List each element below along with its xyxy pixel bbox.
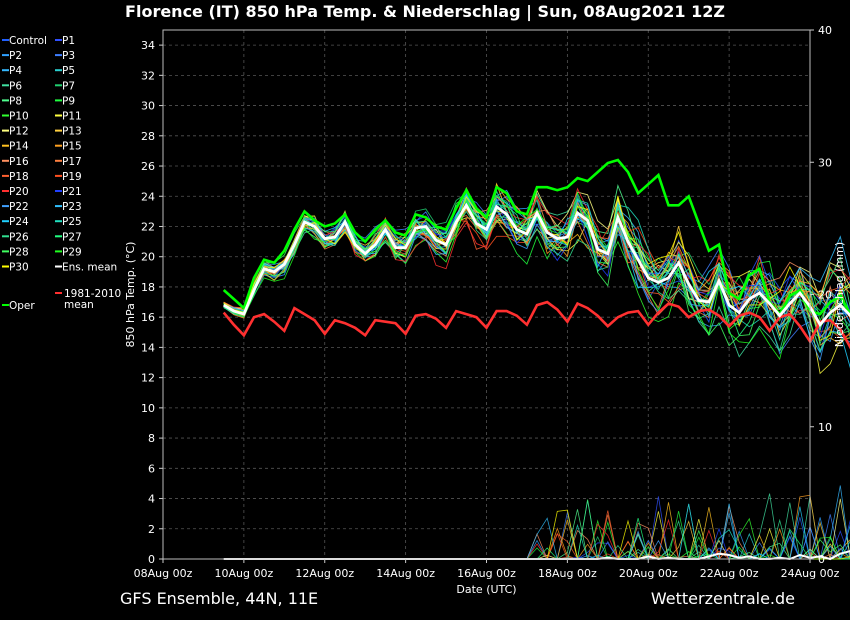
x-tick-label: 20Aug 00z xyxy=(619,567,678,580)
precip-series xyxy=(223,485,850,561)
legend-label: P16 xyxy=(9,156,29,168)
legend-label: P13 xyxy=(62,126,82,138)
legend-label: P7 xyxy=(62,80,75,92)
y2-tick-label: 30 xyxy=(818,156,832,169)
x-tick-label: 16Aug 00z xyxy=(457,567,516,580)
y-tick-label: 22 xyxy=(141,220,155,233)
legend-label: P6 xyxy=(9,80,22,92)
member-precip-line xyxy=(223,519,850,560)
legend-label: P8 xyxy=(9,95,22,107)
legend-label: Control xyxy=(9,35,47,47)
x-axis-label: Date (UTC) xyxy=(456,583,516,596)
legend-label: P4 xyxy=(9,65,22,77)
legend-label: P26 xyxy=(9,231,29,243)
member-temp-line xyxy=(223,195,850,342)
legend-label: P25 xyxy=(62,216,82,228)
legend-label: P5 xyxy=(62,65,75,77)
x-tick-label: 08Aug 00z xyxy=(134,567,193,580)
legend-label: P28 xyxy=(9,246,29,258)
y-tick-label: 0 xyxy=(148,553,155,566)
member-precip-line xyxy=(223,514,850,560)
x-tick-label: 24Aug 00z xyxy=(781,567,840,580)
member-precip-line xyxy=(223,518,850,560)
legend-label: P17 xyxy=(62,156,82,168)
site-label: Wetterzentrale.de xyxy=(650,589,795,608)
y2-tick-label: 10 xyxy=(818,421,832,434)
member-precip-line xyxy=(223,517,850,560)
axes: 0246810121416182022242628303234010203040… xyxy=(124,24,846,596)
x-tick-label: 10Aug 00z xyxy=(215,567,274,580)
y-tick-label: 28 xyxy=(141,130,155,143)
x-tick-label: 18Aug 00z xyxy=(538,567,597,580)
legend-label: P30 xyxy=(9,262,29,274)
y2-tick-label: 0 xyxy=(818,553,825,566)
legend-label-oper: Oper xyxy=(9,300,35,312)
legend-label: P18 xyxy=(9,171,29,183)
legend-label: P21 xyxy=(62,186,82,198)
member-precip-line xyxy=(223,517,850,560)
member-temp-line xyxy=(223,200,850,318)
legend-label: P23 xyxy=(62,201,82,213)
y2-tick-label: 20 xyxy=(818,289,832,302)
y2-axis-label: Niederschlag (mm) xyxy=(833,242,846,347)
legend-label: P2 xyxy=(9,50,22,62)
y-tick-label: 34 xyxy=(141,39,155,52)
main-series xyxy=(222,158,850,350)
legend-label: P1 xyxy=(62,35,75,47)
legend-label: P24 xyxy=(9,216,29,228)
y-tick-label: 10 xyxy=(141,402,155,415)
y-tick-label: 18 xyxy=(141,281,155,294)
member-precip-line xyxy=(223,493,850,560)
y2-tick-label: 40 xyxy=(818,24,832,37)
legend-label: P10 xyxy=(9,111,29,123)
y-tick-label: 14 xyxy=(141,341,155,354)
y-tick-label: 24 xyxy=(141,190,155,203)
legend-label: P14 xyxy=(9,141,29,153)
member-precip-line xyxy=(223,518,850,560)
legend-label: P9 xyxy=(62,95,75,107)
legend-label: P22 xyxy=(9,201,29,213)
legend-label: P15 xyxy=(62,141,82,153)
legend-label-clim-2: mean xyxy=(64,299,94,311)
legend-label: P20 xyxy=(9,186,29,198)
x-tick-label: 14Aug 00z xyxy=(376,567,435,580)
y-tick-label: 8 xyxy=(148,432,155,445)
y-tick-label: 2 xyxy=(148,523,155,536)
oper-line xyxy=(222,158,850,317)
member-precip-line xyxy=(223,517,850,560)
legend: Control P1 P2 P3 P4 P5 P6 P7 P8 P9 P10 P11 P12 P13 P14… xyxy=(2,35,121,312)
legend-label: P11 xyxy=(62,111,82,123)
y-tick-label: 4 xyxy=(148,493,155,506)
legend-label: P29 xyxy=(62,246,82,258)
y-tick-label: 30 xyxy=(141,100,155,113)
x-tick-label: 22Aug 00z xyxy=(700,567,759,580)
legend-label: P27 xyxy=(62,231,82,243)
legend-label: P19 xyxy=(62,171,82,183)
ens-mean-line xyxy=(222,202,850,328)
y-tick-label: 12 xyxy=(141,372,155,385)
y-axis-label: 850 hPa Temp. (°C) xyxy=(124,242,137,348)
y-tick-label: 26 xyxy=(141,160,155,173)
legend-label: P3 xyxy=(62,50,75,62)
member-precip-line xyxy=(223,494,850,560)
chart-title: Florence (IT) 850 hPa Temp. & Niederschl… xyxy=(125,2,725,21)
y-tick-label: 32 xyxy=(141,69,155,82)
model-label: GFS Ensemble, 44N, 11E xyxy=(120,589,319,608)
climate-mean-line xyxy=(222,300,850,350)
y-tick-label: 20 xyxy=(141,251,155,264)
legend-label: P12 xyxy=(9,126,29,138)
legend-label-clim: 1981-2010 xyxy=(64,288,121,300)
y-tick-label: 16 xyxy=(141,311,155,324)
legend-label: Ens. mean xyxy=(62,262,117,274)
x-tick-label: 12Aug 00z xyxy=(295,567,354,580)
member-temp-line xyxy=(223,198,850,352)
y-tick-label: 6 xyxy=(148,462,155,475)
